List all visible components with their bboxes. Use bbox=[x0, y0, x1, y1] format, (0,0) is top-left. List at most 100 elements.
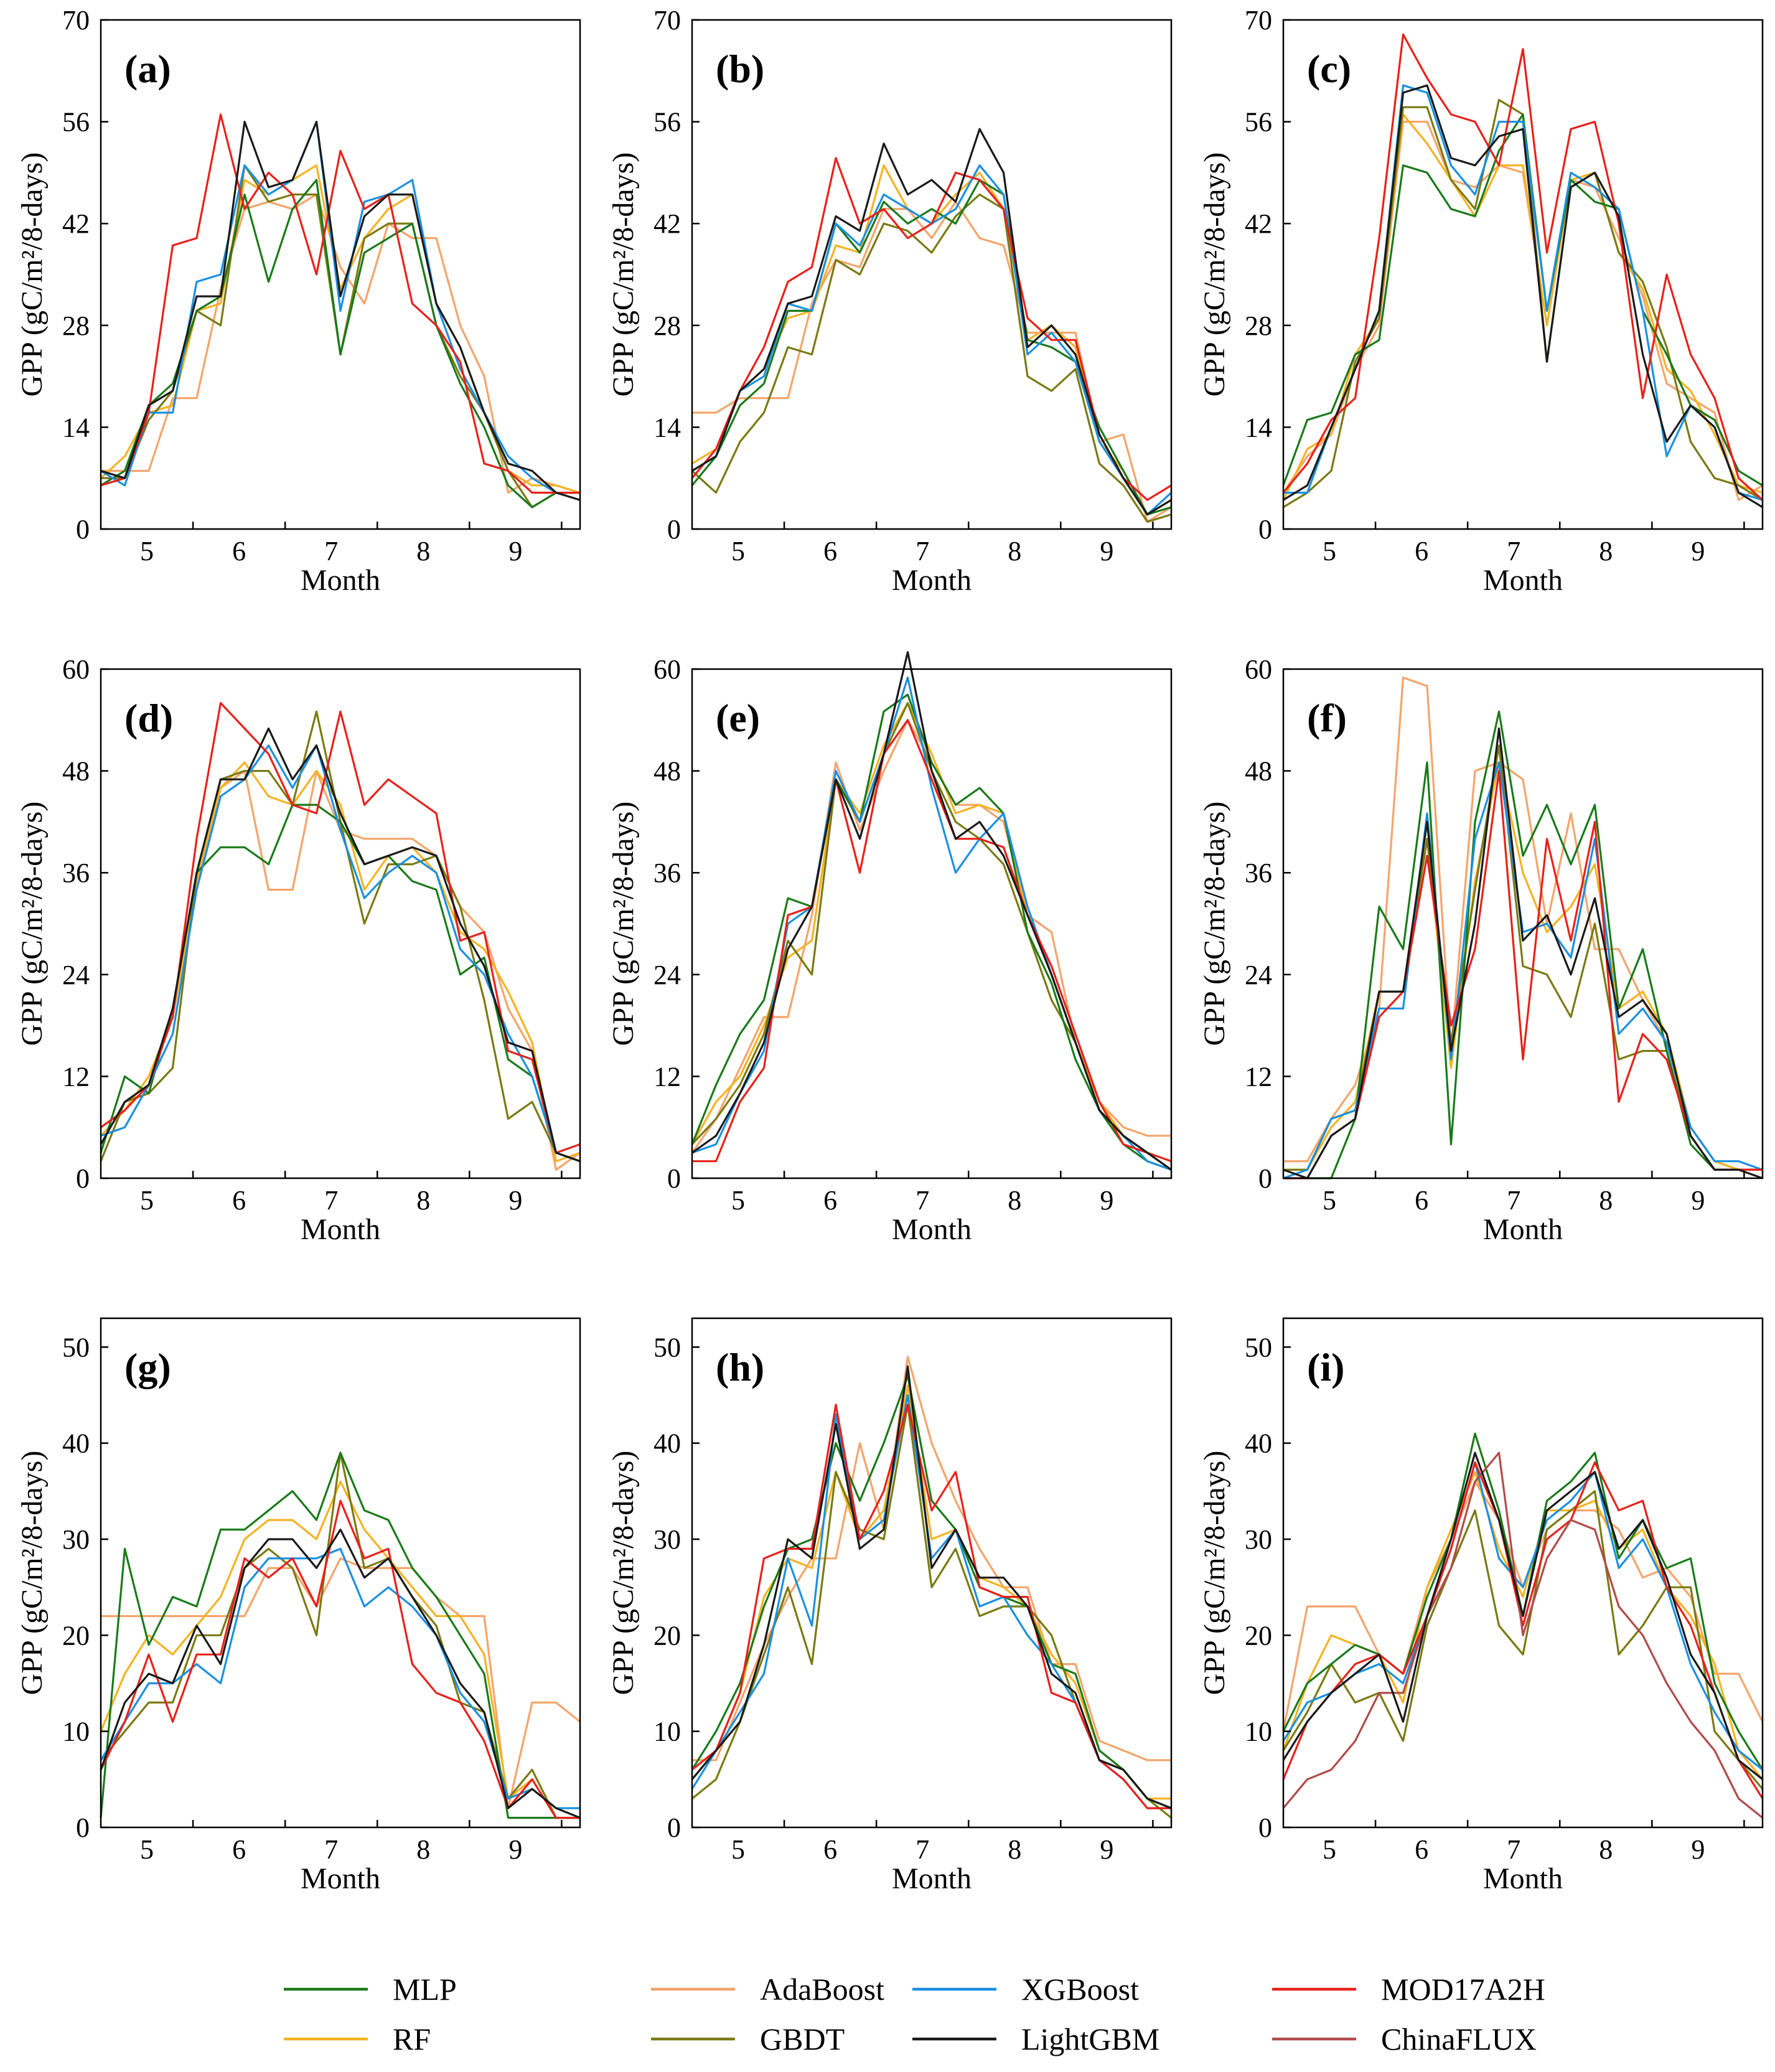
x-tick-label: 6 bbox=[1415, 1185, 1428, 1216]
series-line-mlp bbox=[691, 1375, 1172, 1809]
series-line-xgboost bbox=[100, 121, 580, 494]
plot-frame bbox=[100, 19, 581, 530]
y-tick-label: 30 bbox=[62, 1524, 90, 1555]
plot-frame bbox=[691, 1317, 1173, 1829]
chart-panel-g: 0 10 20 30 40 50 5 6 7 8 9 Month GPP (gC/m²/8-days) (… bbox=[16, 1317, 581, 1895]
x-axis-title: Month bbox=[892, 1862, 972, 1895]
x-tick-label: 9 bbox=[508, 1834, 522, 1865]
series-line-xgboost bbox=[100, 1547, 580, 1809]
x-axis-title: Month bbox=[301, 1213, 380, 1246]
series-line-adaboost bbox=[1282, 121, 1763, 501]
x-tick-label: 6 bbox=[823, 1834, 837, 1865]
chart-panel-e: 0 12 24 36 48 60 5 6 7 8 9 Month GPP (gC/m²/8-days) (… bbox=[607, 651, 1173, 1246]
legend-item-mod17a2h: MOD17A2H bbox=[1272, 1972, 1545, 2007]
plot-frame bbox=[691, 668, 1173, 1179]
x-tick-label: 9 bbox=[1100, 1834, 1113, 1865]
series-line-mlp bbox=[100, 179, 580, 509]
y-tick-label: 0 bbox=[76, 1812, 90, 1843]
x-tick-label: 6 bbox=[823, 1185, 837, 1216]
series-line-mlp bbox=[691, 693, 1172, 1171]
series-line-mod17a2h bbox=[100, 1499, 580, 1819]
plot-frame bbox=[100, 1317, 581, 1829]
y-tick-label: 20 bbox=[1245, 1620, 1272, 1651]
x-tick-label: 8 bbox=[416, 1834, 430, 1865]
x-tick-label: 8 bbox=[1008, 1185, 1021, 1216]
series-line-lightgbm bbox=[100, 1528, 581, 1819]
legend-label: ChinaFLUX bbox=[1381, 2022, 1537, 2056]
x-tick-label: 9 bbox=[1691, 536, 1705, 566]
legend-item-rf: RF bbox=[284, 2022, 431, 2056]
series-line-gbdt bbox=[100, 1451, 580, 1819]
legend-label: GBDT bbox=[760, 2022, 845, 2056]
y-tick-label: 40 bbox=[653, 1428, 681, 1459]
x-tick-label: 8 bbox=[1008, 1834, 1021, 1865]
x-axis-title: Month bbox=[1483, 1862, 1563, 1895]
y-tick-label: 56 bbox=[1245, 107, 1272, 138]
y-tick-label: 60 bbox=[653, 654, 681, 685]
series-line-adaboost bbox=[1283, 676, 1763, 1171]
x-tick-label: 8 bbox=[1599, 1185, 1613, 1216]
series-line-lightgbm bbox=[100, 727, 581, 1163]
series-line-xgboost bbox=[1282, 1461, 1764, 1771]
y-axis-title: GPP (gC/m²/8-days) bbox=[16, 802, 49, 1046]
plot-frame bbox=[691, 19, 1173, 530]
y-tick-label: 36 bbox=[653, 858, 681, 888]
chart-panel-f: 0 12 24 36 48 60 5 6 7 8 9 Month GPP (gC/m²/8-days) (… bbox=[1198, 654, 1764, 1246]
series-line-adaboost bbox=[692, 200, 1172, 523]
series-line-lightgbm bbox=[691, 1365, 1172, 1809]
x-axis-title: Month bbox=[301, 564, 380, 597]
plot-frame bbox=[100, 668, 581, 1179]
series-line-mlp bbox=[100, 804, 581, 1163]
y-tick-label: 70 bbox=[1245, 5, 1272, 35]
legend-item-chinaflux: ChinaFLUX bbox=[1272, 2022, 1537, 2056]
y-tick-label: 24 bbox=[653, 960, 681, 990]
panel-tag: (c) bbox=[1307, 47, 1351, 91]
series-line-lightgbm bbox=[1283, 727, 1763, 1179]
series-line-lightgbm bbox=[100, 121, 581, 501]
x-tick-label: 8 bbox=[1008, 536, 1021, 566]
plot-frame bbox=[1282, 668, 1764, 1179]
series-line-mod17a2h bbox=[691, 157, 1172, 501]
panel-tag: (h) bbox=[716, 1345, 764, 1389]
y-tick-label: 14 bbox=[653, 412, 681, 443]
x-tick-label: 5 bbox=[140, 536, 154, 566]
y-tick-label: 0 bbox=[1258, 514, 1272, 545]
x-tick-label: 6 bbox=[823, 536, 837, 566]
legend-label: LightGBM bbox=[1021, 2022, 1159, 2056]
x-tick-label: 8 bbox=[416, 536, 430, 566]
series-line-rf bbox=[100, 1480, 580, 1819]
series-line-mod17a2h bbox=[691, 1404, 1171, 1809]
chart-panel-h: 0 10 20 30 40 50 5 6 7 8 9 Month GPP (gC/m²/8-days) (… bbox=[607, 1317, 1173, 1895]
x-tick-label: 7 bbox=[1507, 536, 1520, 566]
series-line-mod17a2h bbox=[100, 113, 580, 494]
legend: MLP AdaBoost XGBoost MOD17A2H RF GBDT LightGBM… bbox=[284, 1972, 1545, 2056]
legend-label: XGBoost bbox=[1021, 1972, 1139, 2007]
x-tick-label: 8 bbox=[1599, 1834, 1613, 1865]
x-tick-label: 9 bbox=[1100, 1185, 1113, 1216]
x-tick-label: 6 bbox=[1415, 536, 1428, 566]
series-line-mod17a2h bbox=[100, 701, 581, 1154]
series-line-lightgbm bbox=[691, 128, 1172, 516]
panel-tag: (i) bbox=[1307, 1345, 1344, 1389]
chart-panel-i: 0 10 20 30 40 50 5 6 7 8 9 Month GPP (gC/m²/8-days) (… bbox=[1198, 1317, 1764, 1895]
x-axis-title: Month bbox=[892, 564, 972, 597]
y-axis-title: GPP (gC/m²/8-days) bbox=[607, 1451, 640, 1695]
y-tick-label: 0 bbox=[667, 514, 681, 545]
series-line-rf bbox=[691, 1384, 1171, 1800]
legend-item-lightgbm: LightGBM bbox=[912, 2022, 1159, 2056]
y-tick-label: 48 bbox=[62, 756, 90, 787]
x-tick-label: 9 bbox=[1691, 1834, 1705, 1865]
y-tick-label: 10 bbox=[1245, 1717, 1272, 1747]
series-line-gbdt bbox=[1283, 98, 1763, 509]
y-tick-label: 60 bbox=[62, 654, 90, 685]
x-tick-label: 7 bbox=[916, 1185, 929, 1216]
y-tick-label: 70 bbox=[653, 5, 681, 35]
x-tick-label: 5 bbox=[731, 1185, 745, 1216]
series-line-adaboost bbox=[692, 1356, 1171, 1761]
y-tick-label: 30 bbox=[1245, 1524, 1272, 1555]
legend-label: MLP bbox=[393, 1972, 457, 2007]
series-line-lightgbm bbox=[691, 651, 1172, 1171]
y-tick-label: 28 bbox=[653, 311, 681, 341]
